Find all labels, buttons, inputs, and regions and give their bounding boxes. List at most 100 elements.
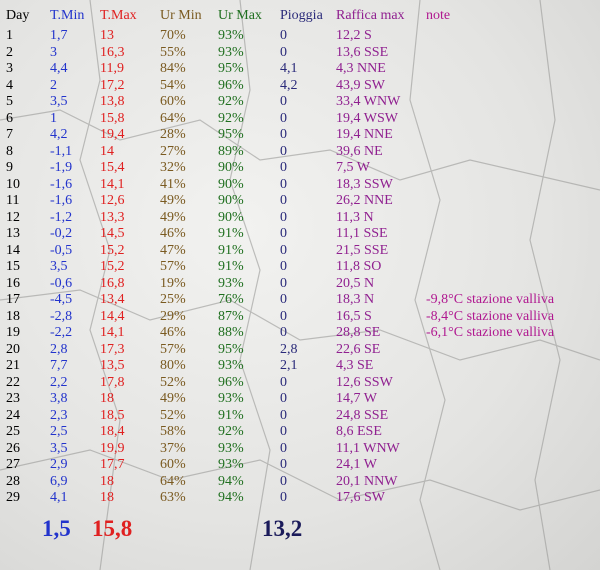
ur-max-cell: 91% (218, 259, 244, 274)
ur-max-cell: 92% (218, 424, 244, 439)
day-cell: 28 (6, 473, 20, 489)
raffica-max-cell: 14,7 W (336, 391, 377, 406)
pioggia-cell: 0 (280, 110, 287, 126)
ur-min-cell: 46% (160, 226, 186, 241)
ur-max-cell: 95% (218, 61, 244, 76)
ur-min-cell: 49% (160, 391, 186, 406)
day-cell: 2 (6, 44, 13, 60)
t-max-cell: 13,8 (100, 94, 125, 109)
ur-min-cell: 64% (160, 110, 186, 126)
t-max-cell: 13,5 (100, 358, 125, 373)
ur-min-cell: 27% (160, 143, 186, 159)
day-cell: 19 (6, 325, 20, 340)
pioggia-cell: 0 (280, 275, 287, 291)
pioggia-cell: 0 (280, 308, 287, 324)
day-cell: 14 (6, 242, 20, 258)
raffica-max-cell: 11,1 WNW (336, 440, 400, 456)
ur-min-cell: 19% (160, 275, 186, 291)
t-max-cell: 18 (100, 490, 114, 505)
t-max-cell: 14,4 (100, 308, 125, 324)
pioggia-header: Pioggia (280, 8, 323, 23)
ur-min-cell: 54% (160, 77, 186, 93)
t-max-cell: 13,3 (100, 209, 125, 225)
t-min-cell: 3,5 (50, 440, 68, 456)
pioggia-cell: 0 (280, 176, 287, 192)
ur-max-cell: 96% (218, 77, 244, 93)
pioggia-cell: 4,1 (280, 61, 298, 76)
ur-min-cell: 60% (160, 94, 186, 109)
pioggia-cell: 0 (280, 374, 287, 390)
day-cell: 22 (6, 374, 20, 390)
ur-max-cell: 95% (218, 341, 244, 357)
day-cell: 7 (6, 127, 13, 142)
t-min-cell: -2,8 (50, 308, 73, 324)
day-cell: 11 (6, 193, 20, 208)
raffica-max-cell: 33,4 WNW (336, 94, 401, 109)
ur-max-cell: 88% (218, 325, 244, 340)
day-cell: 6 (6, 110, 13, 126)
ur-min-cell: 55% (160, 44, 186, 60)
t-min-cell: -1,6 (50, 176, 73, 192)
t-max-cell: 14,5 (100, 226, 125, 241)
t-max-cell: 16,8 (100, 275, 125, 291)
t-min-cell: 3,8 (50, 391, 68, 406)
t-min-cell: 3,5 (50, 94, 68, 109)
raffica-max-cell: 17,6 SW (336, 490, 385, 505)
raffica-max-cell: 16,5 S (336, 308, 372, 324)
pioggia-cell: 0 (280, 193, 287, 208)
pioggia-cell: 0 (280, 94, 287, 109)
pioggia-cell: 0 (280, 242, 287, 258)
ur-min-cell: 84% (160, 61, 186, 76)
t-max-cell: 18 (100, 473, 114, 489)
day-cell: 12 (6, 209, 20, 225)
t-min-cell: -1,1 (50, 143, 73, 159)
t-max-cell: 12,6 (100, 193, 125, 208)
pioggia-cell: 0 (280, 391, 287, 406)
ur-max-cell: 92% (218, 94, 244, 109)
t-min-cell: 2,8 (50, 341, 68, 357)
day-cell: 13 (6, 226, 20, 241)
t-max-cell: 19,4 (100, 127, 125, 142)
total-pioggia: 13,2 (262, 516, 303, 541)
ur-min-cell: 47% (160, 242, 186, 258)
ur-max-cell: 76% (218, 292, 244, 307)
day-cell: 8 (6, 143, 13, 159)
ur-max-cell: 93% (218, 44, 244, 60)
pioggia-cell: 0 (280, 473, 287, 489)
ur-max-cell: 93% (218, 391, 244, 406)
total-t-max: 15,8 (92, 516, 133, 541)
day-cell: 3 (6, 61, 13, 76)
ur-min-cell: 37% (160, 440, 186, 456)
ur-max-cell: 93% (218, 28, 244, 43)
ur-max-cell: 87% (218, 308, 244, 324)
raffica-max-cell: 19,4 NNE (336, 127, 393, 142)
day-cell: 23 (6, 391, 20, 406)
day-cell: 24 (6, 407, 20, 423)
raffica-max-cell: 20,1 NNW (336, 473, 398, 489)
raffica-max-cell: 39,6 NE (336, 143, 383, 159)
t-min-cell: 4,4 (50, 61, 68, 76)
raffica-max-cell: 4,3 SE (336, 358, 374, 373)
raffica-max-cell: 43,9 SW (336, 77, 385, 93)
t-max-cell: 14,1 (100, 325, 125, 340)
ur-min-cell: 70% (160, 28, 186, 43)
day-cell: 9 (6, 160, 13, 175)
t-min-cell: 6,9 (50, 473, 68, 489)
day-cell: 21 (6, 358, 20, 373)
raffica-max-cell: 7,5 W (336, 160, 370, 175)
pioggia-cell: 0 (280, 127, 287, 142)
day-cell: 10 (6, 176, 20, 192)
raffica-max-cell: 26,2 NNE (336, 193, 393, 208)
t-max-cell: 11,9 (100, 61, 124, 76)
t-max-cell: 18,5 (100, 407, 125, 423)
ur-max-cell: 96% (218, 374, 244, 390)
t-min-cell: 2,9 (50, 457, 68, 472)
t-min-cell: 7,7 (50, 358, 68, 373)
day-cell: 17 (6, 292, 20, 307)
ur-max-cell: 89% (218, 143, 244, 159)
ur-min-cell: 28% (160, 127, 186, 142)
pioggia-cell: 0 (280, 226, 287, 241)
ur-min-cell: 80% (160, 358, 186, 373)
pioggia-cell: 4,2 (280, 77, 298, 93)
t-min-cell: 2,2 (50, 374, 68, 390)
